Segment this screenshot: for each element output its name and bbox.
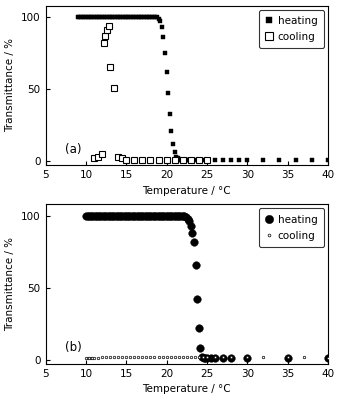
cooling [181,354,185,359]
cooling [90,356,95,361]
cooling [286,354,290,359]
Y-axis label: Transmittance / %: Transmittance / % [5,237,16,331]
heating [326,157,330,162]
cooling [261,354,266,359]
cooling [302,354,306,359]
Text: (a): (a) [65,143,82,156]
cooling [112,85,116,90]
cooling [103,33,107,38]
cooling [165,354,169,359]
heating [202,356,206,361]
cooling [96,154,100,159]
cooling [144,354,149,359]
cooling [92,156,96,161]
cooling [128,354,132,359]
cooling [160,354,165,359]
cooling [193,354,197,359]
cooling [100,152,104,156]
cooling [120,156,124,161]
cooling [245,354,249,359]
heating [118,15,122,20]
cooling [189,157,193,162]
cooling [197,354,201,359]
cooling [132,157,136,162]
cooling [326,356,330,361]
cooling [92,356,96,361]
cooling [124,354,128,359]
cooling [104,354,108,359]
heating [163,213,167,218]
cooling [89,356,93,361]
cooling [140,354,144,359]
cooling [156,354,160,359]
heating [84,213,88,218]
cooling [105,28,109,32]
heating [111,213,115,218]
cooling [140,157,144,162]
X-axis label: Temperature / °C: Temperature / °C [142,186,231,196]
heating [98,15,102,20]
cooling [96,356,100,361]
cooling [213,354,217,359]
Legend: heating, cooling: heating, cooling [259,208,324,247]
cooling [148,354,152,359]
cooling [173,354,177,359]
heating [123,15,127,20]
Line: cooling: cooling [85,356,329,360]
cooling [185,354,189,359]
cooling [152,354,156,359]
cooling [102,41,106,46]
cooling [229,354,233,359]
cooling [85,356,89,361]
heating [92,213,96,218]
heating [187,219,191,224]
Line: heating: heating [82,212,332,362]
cooling [108,65,112,70]
cooling [177,354,181,359]
cooling [221,354,225,359]
Y-axis label: Transmittance / %: Transmittance / % [5,38,16,132]
cooling [116,154,120,159]
cooling [120,354,124,359]
cooling [205,354,209,359]
cooling [112,354,116,359]
Line: cooling: cooling [91,22,210,163]
cooling [124,157,128,162]
cooling [108,354,112,359]
heating [103,213,107,218]
cooling [169,354,173,359]
heating [177,157,182,162]
cooling [205,157,209,162]
Legend: heating, cooling: heating, cooling [259,10,324,48]
cooling [181,157,185,162]
cooling [165,157,169,162]
cooling [136,354,140,359]
cooling [87,356,91,361]
heating [261,157,266,162]
heating [76,15,80,20]
heating [116,15,120,20]
cooling [116,354,120,359]
Line: heating: heating [76,15,330,162]
cooling [197,157,201,162]
cooling [132,354,136,359]
X-axis label: Temperature / °C: Temperature / °C [142,384,231,394]
cooling [84,356,88,361]
heating [143,15,148,20]
cooling [100,354,104,359]
heating [179,213,183,218]
cooling [173,157,177,162]
Text: (b): (b) [65,341,82,354]
cooling [106,23,110,28]
cooling [156,157,160,162]
cooling [189,354,193,359]
cooling [201,354,205,359]
cooling [148,157,152,162]
heating [326,356,330,361]
